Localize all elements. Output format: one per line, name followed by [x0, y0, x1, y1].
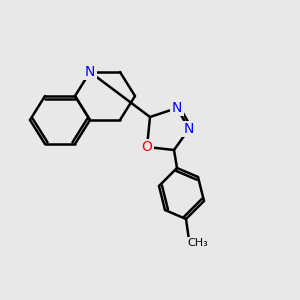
Text: N: N: [85, 65, 95, 79]
Text: CH₃: CH₃: [188, 238, 208, 248]
Text: N: N: [184, 122, 194, 136]
Text: O: O: [142, 140, 152, 154]
Text: N: N: [172, 101, 182, 115]
